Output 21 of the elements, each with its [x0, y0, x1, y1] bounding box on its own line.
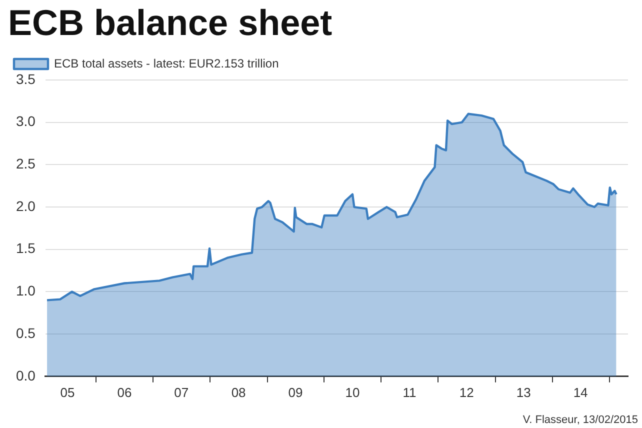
- x-tick-label: 08: [231, 384, 246, 400]
- y-tick-label: 2.5: [16, 156, 36, 172]
- x-tick-label: 12: [459, 384, 474, 400]
- x-tick-label: 11: [402, 384, 416, 400]
- y-tick-label: 1.5: [16, 240, 36, 256]
- x-tick-label: 07: [174, 384, 189, 400]
- x-tick-label: 14: [573, 384, 588, 400]
- x-tick-label: 10: [345, 384, 360, 400]
- legend-label: ECB total assets - latest: EUR2.153 trillion: [54, 56, 279, 70]
- chart-title: ECB balance sheet: [8, 2, 332, 44]
- y-tick-label: 3.5: [16, 70, 36, 87]
- x-tick-label: 13: [516, 384, 531, 400]
- y-tick-label: 0.5: [16, 324, 36, 341]
- y-tick-label: 1.0: [16, 282, 36, 299]
- text: V. Flasseur, 13/02/2015: [522, 414, 638, 426]
- x-tick-label: 09: [288, 384, 303, 400]
- x-tick-label: 05: [60, 384, 75, 400]
- y-tick-label: 2.0: [16, 198, 36, 214]
- y-tick-label: 0.0: [16, 367, 36, 384]
- x-tick-label: 06: [117, 384, 132, 400]
- y-tick-label: 3.0: [16, 113, 36, 130]
